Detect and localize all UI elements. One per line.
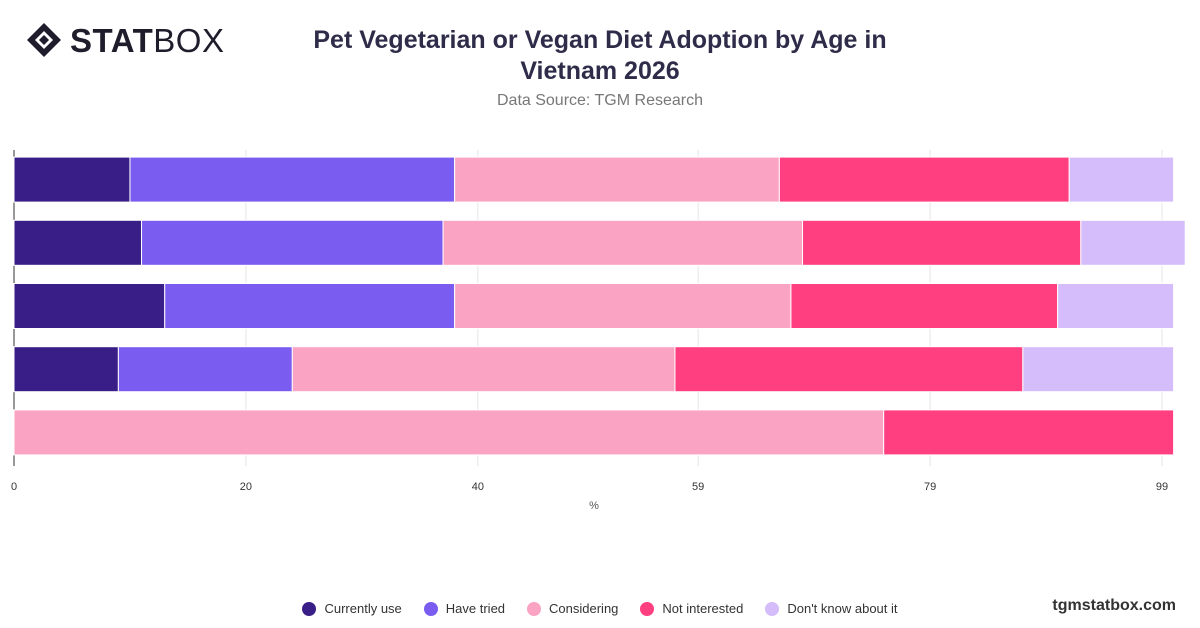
legend-item[interactable]: Considering bbox=[527, 601, 618, 616]
bar-segment[interactable] bbox=[13, 283, 166, 329]
x-tick-label: 20 bbox=[240, 481, 252, 493]
legend-item[interactable]: Have tried bbox=[423, 601, 506, 616]
bar-segment[interactable] bbox=[1080, 219, 1186, 266]
chart-title: Pet Vegetarian or Vegan Diet Adoption by… bbox=[313, 26, 887, 85]
x-tick-label: 79 bbox=[924, 481, 936, 493]
legend-label: Considering bbox=[549, 601, 619, 616]
bar-segment[interactable] bbox=[778, 156, 1070, 203]
bar-segment[interactable] bbox=[13, 156, 131, 203]
bar-segment[interactable] bbox=[454, 283, 792, 329]
bar-segment[interactable] bbox=[790, 283, 1059, 329]
legend-item[interactable]: Not interested bbox=[640, 601, 743, 616]
legend-label: Not interested bbox=[662, 601, 744, 616]
x-tick-label: 59 bbox=[692, 481, 704, 493]
bar-segment[interactable] bbox=[1057, 283, 1175, 329]
bar-segment[interactable] bbox=[141, 219, 444, 266]
legend-label: Currently use bbox=[324, 601, 402, 616]
site-url[interactable]: tgmstatbox.com bbox=[1052, 597, 1176, 614]
stacked-bar-chart: 0 20 40 59 79 99% bbox=[11, 150, 1186, 512]
diamond-logo-icon bbox=[27, 23, 61, 57]
bar-segment[interactable] bbox=[454, 156, 780, 203]
bar-segment[interactable] bbox=[1068, 156, 1175, 203]
bar-segment[interactable] bbox=[129, 156, 456, 203]
x-tick-label: 40 bbox=[472, 481, 484, 493]
x-tick-label: 99 bbox=[1156, 481, 1168, 493]
bar-segment[interactable] bbox=[802, 219, 1082, 266]
bar-segment[interactable] bbox=[117, 346, 293, 393]
statbox-logo: STATBOX bbox=[26, 22, 224, 58]
logo-text: STATBOX bbox=[70, 21, 225, 59]
legend-swatch-icon bbox=[423, 601, 438, 616]
legend-swatch-icon bbox=[527, 601, 542, 616]
x-axis-label: % bbox=[589, 500, 599, 512]
bar-segment[interactable] bbox=[674, 346, 1024, 393]
bar-segment[interactable] bbox=[1022, 346, 1175, 393]
bar-segment[interactable] bbox=[164, 283, 456, 329]
legend-swatch-icon bbox=[302, 601, 317, 616]
x-tick-label: 0 bbox=[11, 481, 17, 493]
legend-label: Don't know about it bbox=[787, 601, 898, 616]
bar-segment[interactable] bbox=[883, 409, 1175, 456]
legend-item[interactable]: Currently use bbox=[302, 601, 402, 616]
bar-segment[interactable] bbox=[13, 346, 119, 393]
chart-subtitle: Data Source: TGM Research bbox=[496, 92, 703, 109]
bar-segment[interactable] bbox=[13, 219, 143, 266]
legend-item[interactable]: Don't know about it bbox=[765, 601, 898, 616]
bar-segment[interactable] bbox=[442, 219, 804, 266]
legend-swatch-icon bbox=[765, 601, 780, 616]
legend-label: Have tried bbox=[445, 601, 506, 616]
bar-segment[interactable] bbox=[13, 409, 885, 456]
legend-swatch-icon bbox=[640, 601, 655, 616]
chart-legend: Currently use Have tried Considering Not in… bbox=[0, 601, 1200, 616]
bar-segment[interactable] bbox=[291, 346, 676, 393]
